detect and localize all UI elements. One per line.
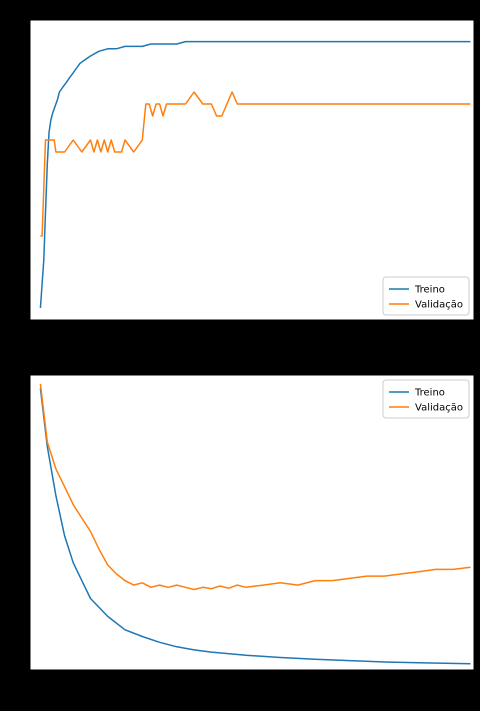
y-tick-label: 0.2: [8, 576, 24, 587]
y-tick-label: 1.00: [2, 27, 24, 38]
series-line-validacao: [40, 91, 471, 237]
x-tick-label: 250: [461, 327, 480, 338]
x-tick-label: 200: [375, 677, 394, 688]
legend: Treino Validação: [382, 276, 470, 316]
series-line-validacao: [39, 383, 471, 591]
y-tick-label: 0.1: [8, 620, 24, 631]
y-tick-label: 0.0: [8, 665, 24, 676]
chart-title: Acurácia: [230, 7, 273, 19]
x-tick-label: 100: [202, 677, 221, 688]
legend-box: [382, 379, 470, 419]
y-tick-label: 0.98: [2, 75, 24, 86]
x-tick-label: 150: [288, 677, 307, 688]
x-tick-label: 200: [375, 327, 394, 338]
x-tick-label: 100: [202, 327, 221, 338]
legend-label: Treino: [414, 285, 445, 296]
plot-area: [29, 19, 475, 321]
chart-title: Perda: [238, 363, 266, 374]
x-tick-label: 0: [35, 677, 41, 688]
plot-area: [29, 374, 475, 671]
y-tick-label: 0.94: [2, 171, 24, 182]
y-tick-label: 0.4: [8, 486, 24, 497]
x-tick-label: 0: [35, 327, 41, 338]
legend: Treino Validação: [382, 379, 470, 419]
series-line-treino: [39, 388, 471, 665]
legend-box: [382, 276, 470, 316]
loss-panel: Perda 0 50 100 150 200 250 0.0 0.1 0.2 0.3 0.4 0.5 0.…: [8, 363, 480, 688]
y-tick-label: 0.5: [8, 442, 24, 453]
y-tick-label: 0.6: [8, 397, 24, 408]
y-tick-label: 0.96: [2, 123, 24, 134]
x-tick-label: 50: [119, 327, 132, 338]
x-tick-label: 250: [461, 677, 480, 688]
x-tick-label: 150: [288, 327, 307, 338]
legend-label: Treino: [414, 388, 445, 399]
y-tick-label: 0.3: [8, 531, 24, 542]
accuracy-panel: Acurácia 0 50 100 150 200 250 0.90 0.92 0.94 0.96 0…: [2, 7, 480, 338]
y-tick-label: 0.90: [2, 267, 24, 278]
y-tick-label: 0.92: [2, 219, 24, 230]
series-line-treino: [39, 40, 471, 309]
legend-label: Validação: [415, 403, 463, 414]
x-tick-label: 50: [119, 677, 132, 688]
legend-label: Validação: [415, 300, 463, 311]
